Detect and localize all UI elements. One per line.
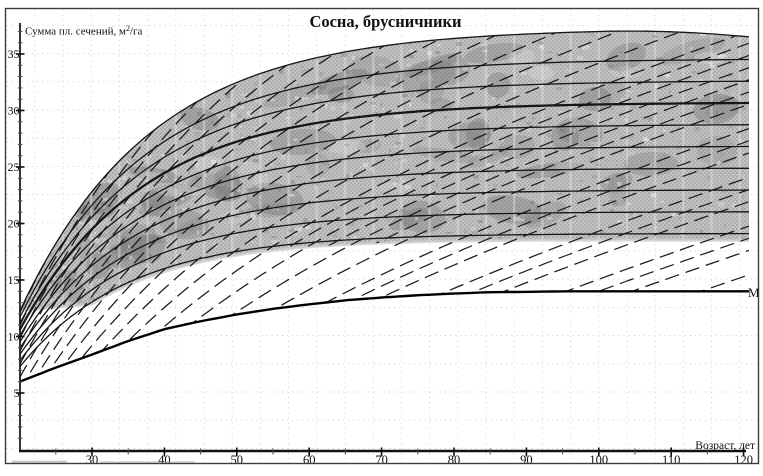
svg-text:50: 50: [231, 453, 244, 467]
svg-text:20: 20: [8, 217, 20, 231]
svg-text:5: 5: [14, 386, 20, 400]
svg-text:60: 60: [303, 453, 316, 467]
svg-text:Возраст, лет: Возраст, лет: [695, 440, 755, 452]
svg-text:М: М: [748, 285, 760, 300]
svg-text:15: 15: [8, 273, 20, 287]
svg-text:25: 25: [8, 160, 20, 174]
svg-text:110: 110: [662, 453, 680, 467]
svg-text:35: 35: [8, 47, 20, 61]
svg-text:Сосна, брусничники: Сосна, брусничники: [309, 12, 462, 31]
svg-text:30: 30: [86, 453, 99, 467]
svg-text:40: 40: [158, 453, 171, 467]
svg-text:10: 10: [8, 330, 20, 344]
svg-text:80: 80: [448, 453, 461, 467]
svg-text:30: 30: [8, 104, 20, 118]
svg-text:90: 90: [520, 453, 533, 467]
svg-text:70: 70: [375, 453, 388, 467]
svg-text:Сумма пл. сечений, м2/га: Сумма пл. сечений, м2/га: [25, 24, 143, 38]
svg-text:120: 120: [734, 453, 753, 467]
svg-text:100: 100: [589, 453, 608, 467]
